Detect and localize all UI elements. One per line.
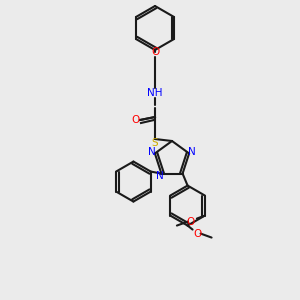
Text: O: O <box>194 229 202 238</box>
Text: N: N <box>188 147 196 158</box>
Text: N: N <box>148 147 156 158</box>
Text: O: O <box>151 47 159 57</box>
Text: O: O <box>187 217 195 226</box>
Text: S: S <box>152 138 158 148</box>
Text: O: O <box>131 115 139 125</box>
Text: NH: NH <box>147 88 163 98</box>
Text: N: N <box>155 171 163 181</box>
